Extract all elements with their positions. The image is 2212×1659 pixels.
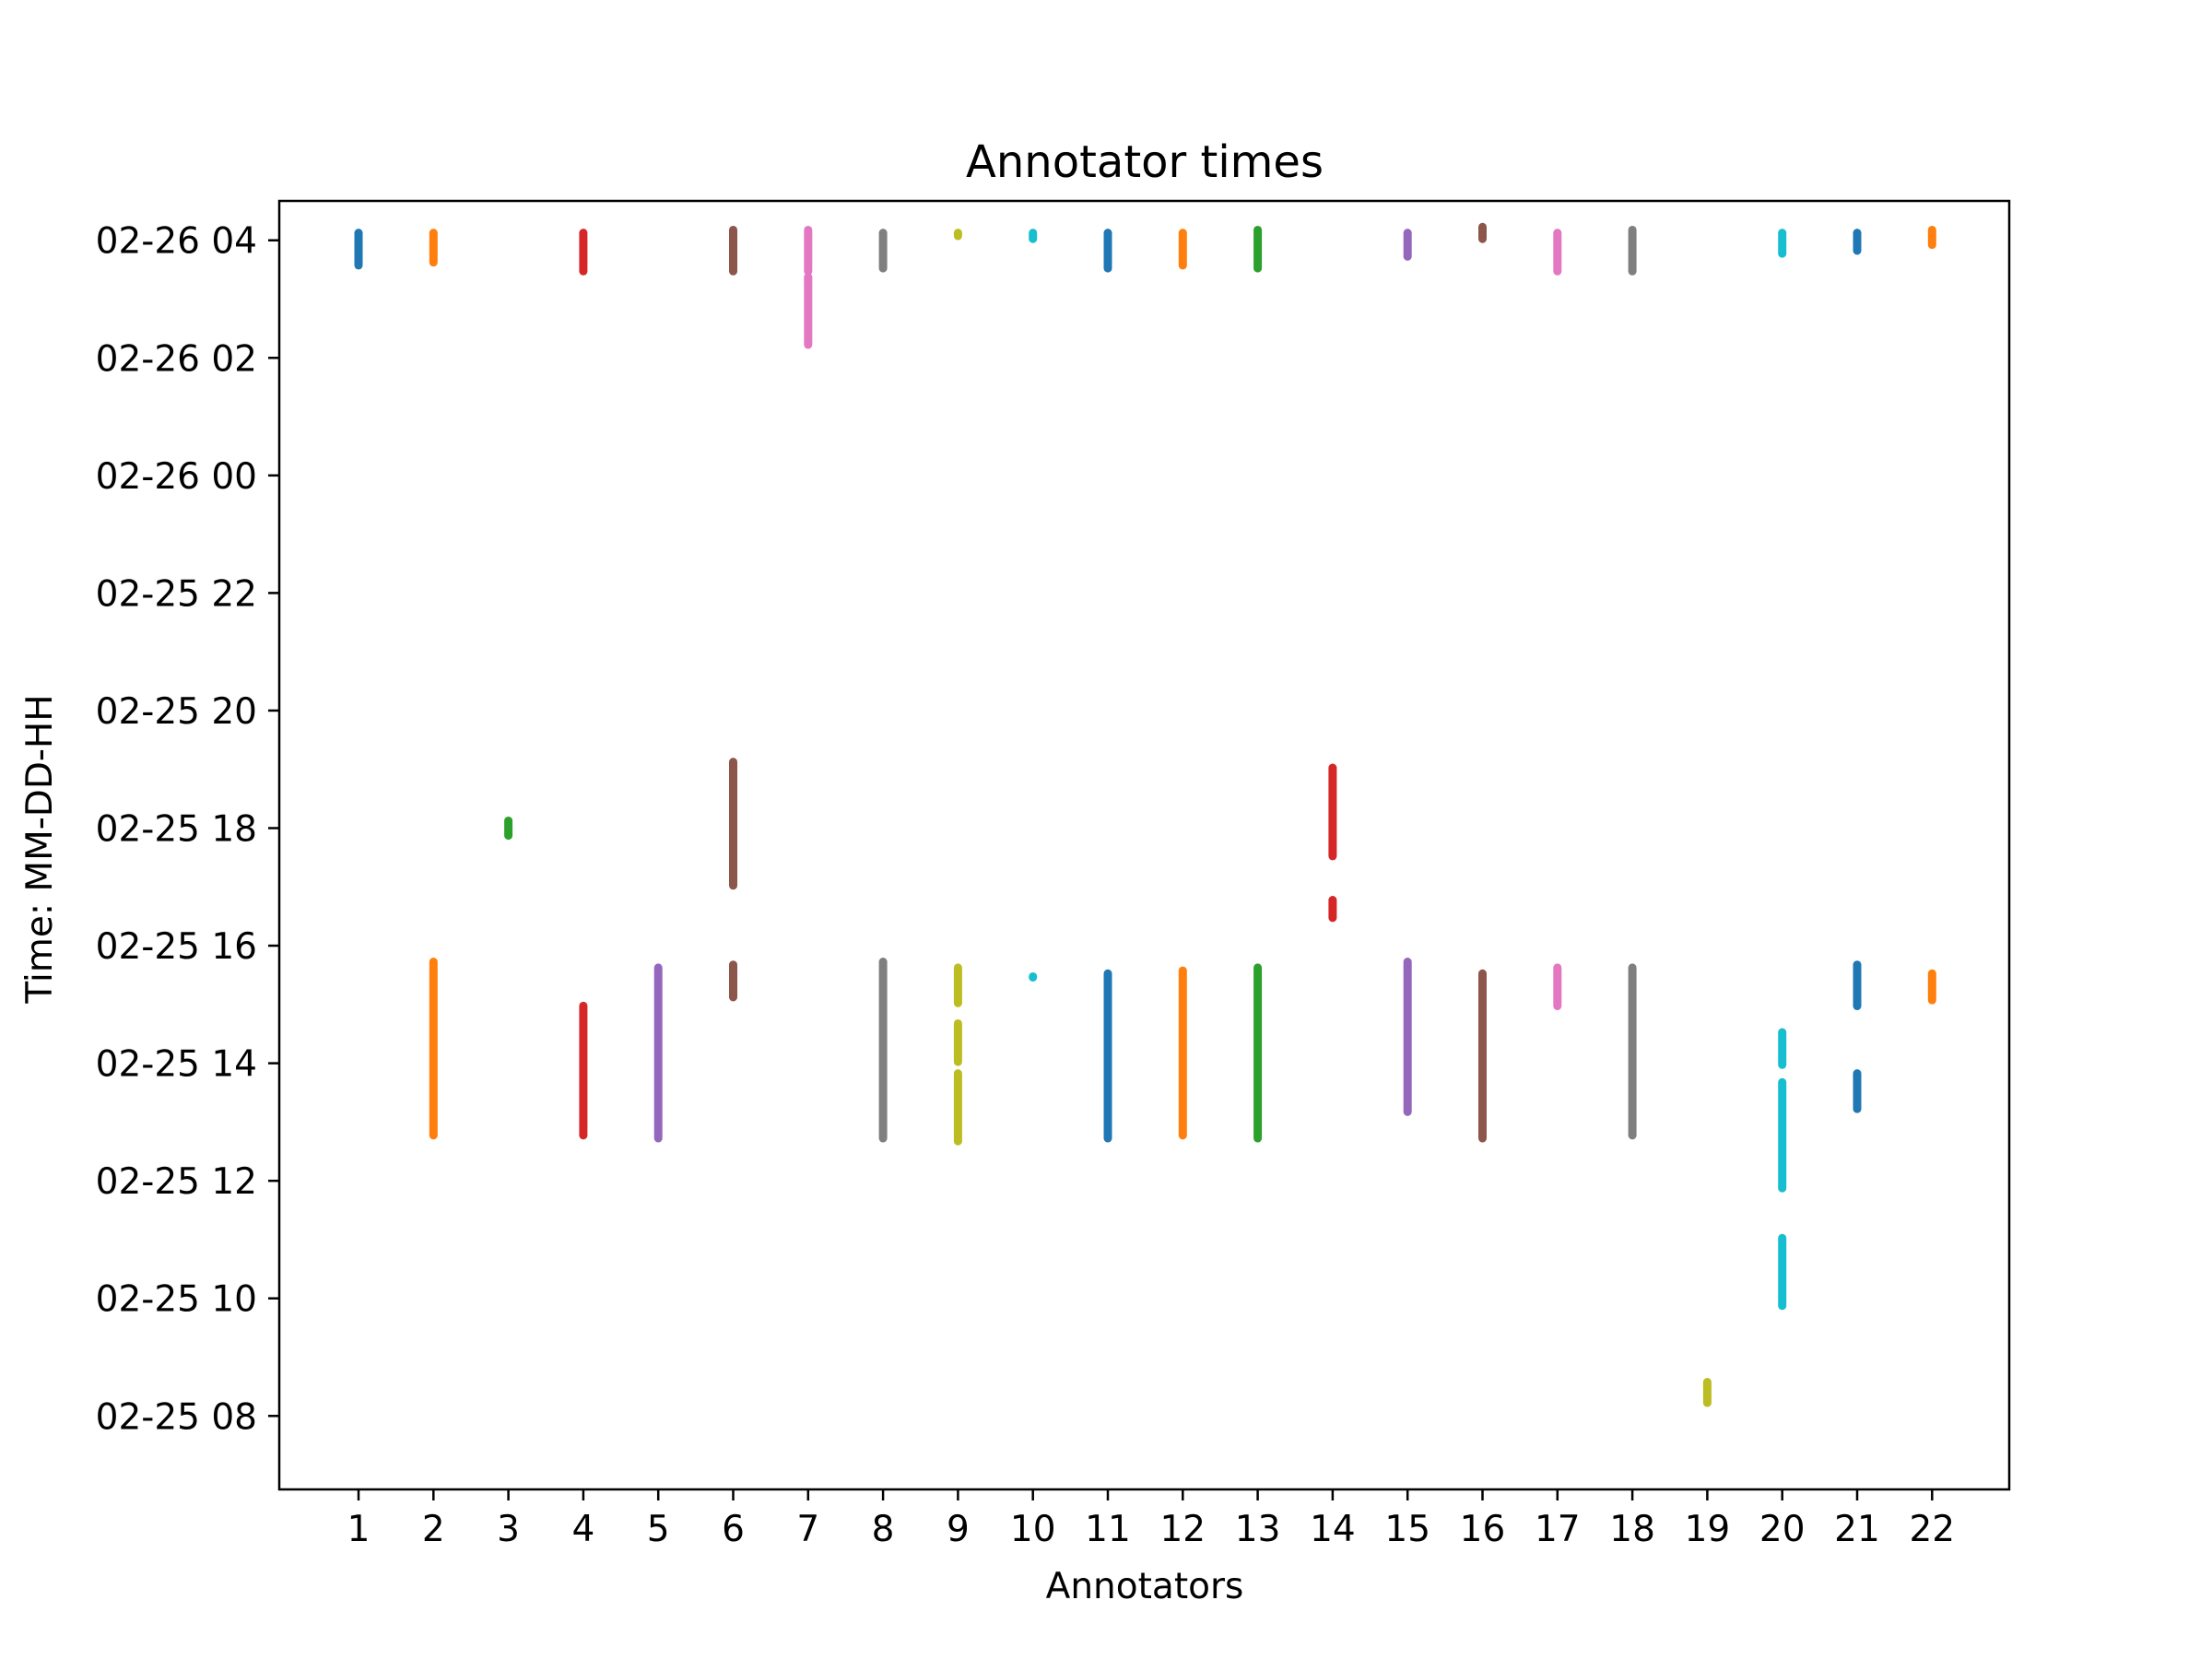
annotator-21-time-points (1853, 1069, 1862, 1113)
y-tick-label: 02-26 02 (96, 338, 257, 380)
x-tick-label: 7 (796, 1509, 819, 1550)
annotator-9-time-points (953, 963, 962, 1007)
annotator-16-time-points (1478, 969, 1487, 1143)
x-tick-label: 12 (1159, 1509, 1206, 1550)
annotator-4-time-points (579, 1001, 588, 1140)
y-tick-label: 02-25 14 (96, 1044, 257, 1086)
annotator-16-time-points (1478, 222, 1487, 243)
annotator-22-time-points (1927, 969, 1936, 1005)
annotator-15-time-points (1403, 229, 1412, 261)
y-axis-ticks: 02-25 08 02-25 10 02-25 12 02-25 14 02-25 16… (96, 221, 279, 1438)
annotator-3-time-points (504, 816, 513, 841)
y-tick-label: 02-25 12 (96, 1161, 257, 1203)
x-tick-label: 21 (1834, 1509, 1880, 1550)
annotator-15-time-points (1403, 958, 1412, 1116)
x-tick-label: 3 (497, 1509, 520, 1550)
x-tick-label: 2 (422, 1509, 445, 1550)
y-tick-label: 02-25 16 (96, 926, 257, 968)
x-tick-label: 17 (1535, 1509, 1581, 1550)
x-tick-label: 20 (1759, 1509, 1806, 1550)
annotator-13-time-points (1253, 225, 1263, 273)
annotator-21-time-points (1853, 960, 1862, 1011)
annotator-20-time-points (1778, 1028, 1787, 1069)
annotator-8-time-points (878, 229, 888, 273)
y-tick-label: 02-25 10 (96, 1279, 257, 1321)
annotator-6-time-points (729, 225, 737, 276)
annotator-1-time-points (354, 229, 363, 270)
annotator-18-time-points (1628, 963, 1637, 1140)
x-tick-label: 5 (647, 1509, 670, 1550)
y-axis-label: Time: MM-DD-HH (19, 694, 61, 1004)
annotator-22-time-points (1927, 225, 1936, 250)
y-tick-label: 02-25 08 (96, 1396, 257, 1438)
annotator-10-time-points (1029, 229, 1038, 243)
y-tick-label: 02-25 22 (96, 573, 257, 615)
annotator-7-time-points (804, 225, 813, 276)
annotator-20-time-points (1778, 229, 1787, 258)
annotator-8-time-points (878, 958, 888, 1143)
x-tick-label: 14 (1310, 1509, 1356, 1550)
x-tick-label: 18 (1609, 1509, 1655, 1550)
x-tick-label: 6 (722, 1509, 745, 1550)
annotator-17-time-points (1553, 229, 1562, 276)
annotator-7-time-points (804, 272, 813, 349)
x-tick-label: 10 (1010, 1509, 1056, 1550)
x-tick-label: 15 (1384, 1509, 1430, 1550)
x-tick-label: 1 (347, 1509, 371, 1550)
y-tick-label: 02-26 00 (96, 456, 257, 498)
annotator-17-time-points (1553, 963, 1562, 1011)
annotator-6-time-points (729, 960, 737, 1002)
x-axis-label: Annotators (1046, 1566, 1244, 1607)
x-tick-label: 4 (571, 1509, 594, 1550)
annotator-5-time-points (653, 963, 663, 1143)
y-tick-label: 02-25 20 (96, 691, 257, 733)
annotator-6-time-points (729, 758, 737, 890)
annotator-20-time-points (1778, 1077, 1787, 1193)
annotator-12-time-points (1178, 966, 1187, 1140)
data-marks (354, 222, 1936, 1407)
x-tick-label: 9 (947, 1509, 970, 1550)
x-axis-ticks: 1 2 3 4 5 6 7 8 9 10 11 12 13 14 15 16 17 18 19 20 21 22 (347, 1489, 1955, 1550)
annotator-2-time-points (429, 229, 438, 267)
annotator-20-time-points (1778, 1233, 1787, 1311)
x-tick-label: 13 (1235, 1509, 1281, 1550)
annotator-14-time-points (1328, 896, 1337, 923)
y-tick-label: 02-25 18 (96, 809, 257, 851)
annotator-9-time-points (953, 229, 962, 241)
y-tick-label: 02-26 04 (96, 221, 257, 263)
annotator-18-time-points (1628, 225, 1637, 276)
annotator-11-time-points (1103, 229, 1112, 273)
x-tick-label: 16 (1460, 1509, 1506, 1550)
annotator-21-time-points (1853, 229, 1862, 255)
x-tick-label: 22 (1909, 1509, 1955, 1550)
x-tick-label: 19 (1685, 1509, 1731, 1550)
annotator-19-time-points (1702, 1378, 1712, 1407)
annotator-11-time-points (1103, 969, 1112, 1143)
annotator-9-time-points (953, 1069, 962, 1146)
annotator-2-time-points (429, 958, 438, 1140)
plot-frame (277, 199, 2011, 1491)
annotator-9-time-points (953, 1018, 962, 1066)
annotator-4-time-points (579, 229, 588, 276)
annotator-10-time-points (1029, 971, 1038, 982)
chart-title: Annotator times (966, 136, 1324, 188)
annotator-12-time-points (1178, 229, 1187, 270)
annotator-13-time-points (1253, 963, 1263, 1143)
x-tick-label: 11 (1085, 1509, 1131, 1550)
annotator-14-time-points (1328, 763, 1337, 861)
x-tick-label: 8 (872, 1509, 895, 1550)
